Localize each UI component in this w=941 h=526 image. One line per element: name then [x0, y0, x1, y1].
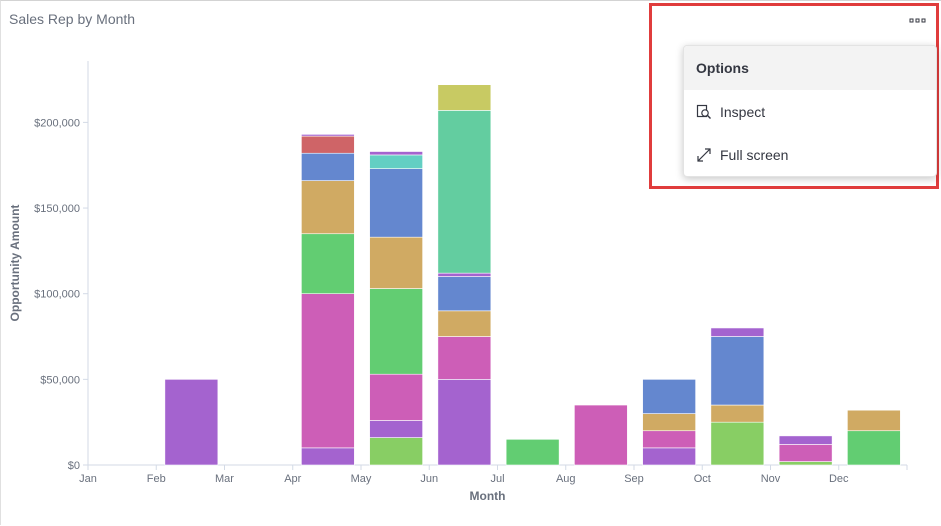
bar-segment [710, 404, 765, 423]
inspect-icon [696, 104, 712, 120]
ellipsis-icon [909, 18, 926, 23]
options-popover: Options Inspect Full screen [683, 45, 937, 177]
x-tick-label: Dec [829, 473, 849, 485]
x-tick-label: Oct [694, 473, 711, 485]
bar-segment [437, 379, 492, 466]
bar-segment [369, 236, 423, 289]
y-tick-label: $200,000 [34, 117, 80, 129]
menu-item-full-screen[interactable]: Full screen [684, 133, 936, 176]
bar-segment [778, 435, 833, 445]
x-tick-label: Jul [490, 473, 504, 485]
bar-segment [369, 437, 423, 466]
bar-segment [642, 447, 696, 466]
bar-segment [301, 180, 355, 235]
y-tick-label: $100,000 [34, 289, 80, 301]
bar-segment [847, 409, 901, 432]
y-tick-label: $0 [68, 460, 80, 472]
panel-options-button[interactable] [907, 15, 929, 33]
bar-segment [847, 430, 901, 466]
bar-segment [710, 327, 765, 337]
bar-segment [369, 168, 423, 238]
x-tick-label: Mar [215, 473, 234, 485]
bar-segment [437, 110, 492, 274]
panel-title: Sales Rep by Month [9, 11, 136, 27]
bar-segment [301, 134, 355, 137]
bar-segment [710, 421, 765, 466]
x-tick-label: Feb [147, 473, 166, 485]
menu-item-inspect-label: Inspect [720, 103, 766, 120]
bar-segment [642, 430, 696, 449]
x-tick-label: May [351, 473, 372, 485]
y-tick-label: $150,000 [34, 203, 80, 215]
x-axis-title: Month [470, 489, 506, 503]
bar-segment [437, 272, 492, 277]
x-tick-label: Apr [284, 473, 301, 485]
bar-segment [164, 379, 219, 466]
x-tick-label: Nov [761, 473, 781, 485]
bar-segment [301, 293, 355, 449]
menu-item-inspect[interactable]: Inspect [684, 90, 936, 133]
x-tick-label: Sep [624, 473, 644, 485]
bar-segment [574, 404, 628, 466]
x-tick-label: Jun [420, 473, 438, 485]
bar-segment [505, 439, 560, 466]
bar-segment [301, 152, 355, 181]
bar-segment [369, 154, 423, 169]
y-tick-label: $50,000 [40, 374, 80, 386]
bar-segment [642, 413, 696, 432]
options-popover-title: Options [684, 46, 936, 90]
bar-segment [369, 373, 423, 421]
bar-segment [301, 233, 355, 294]
bar-segment [437, 276, 492, 312]
bar-segment [437, 84, 492, 111]
x-tick-label: Aug [556, 473, 576, 485]
x-tick-label: Jan [79, 473, 97, 485]
bar-segment [437, 336, 492, 380]
bar-segment [778, 461, 833, 466]
bar-segment [778, 444, 833, 462]
menu-item-full-screen-label: Full screen [720, 146, 789, 163]
bar-segment [301, 135, 355, 154]
bar-segment [642, 379, 696, 414]
bar-segment [301, 447, 355, 466]
fullscreen-icon [696, 147, 712, 163]
bar-segment [369, 151, 423, 156]
y-axis-title: Opportunity Amount [8, 205, 22, 322]
bar-segment [369, 288, 423, 375]
bar-segment [437, 310, 492, 337]
bar-segment [710, 336, 765, 406]
bar-segment [369, 420, 423, 438]
